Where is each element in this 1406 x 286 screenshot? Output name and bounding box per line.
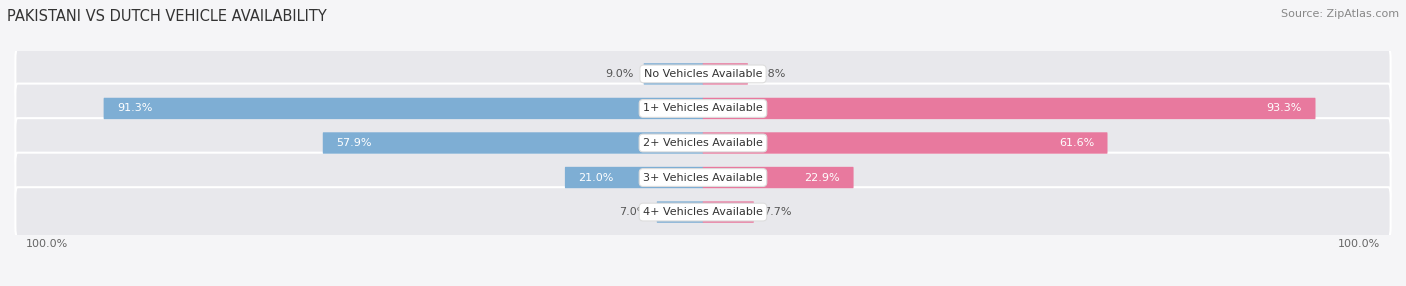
- FancyBboxPatch shape: [703, 98, 1316, 119]
- Text: 91.3%: 91.3%: [117, 104, 152, 114]
- FancyBboxPatch shape: [703, 201, 754, 223]
- Text: PAKISTANI VS DUTCH VEHICLE AVAILABILITY: PAKISTANI VS DUTCH VEHICLE AVAILABILITY: [7, 9, 326, 23]
- Text: 1+ Vehicles Available: 1+ Vehicles Available: [643, 104, 763, 114]
- FancyBboxPatch shape: [15, 118, 1391, 168]
- Text: No Vehicles Available: No Vehicles Available: [644, 69, 762, 79]
- Text: 2+ Vehicles Available: 2+ Vehicles Available: [643, 138, 763, 148]
- Text: 7.7%: 7.7%: [763, 207, 792, 217]
- Text: Source: ZipAtlas.com: Source: ZipAtlas.com: [1281, 9, 1399, 19]
- FancyBboxPatch shape: [644, 63, 703, 85]
- Text: 93.3%: 93.3%: [1267, 104, 1302, 114]
- Text: 22.9%: 22.9%: [804, 172, 841, 182]
- FancyBboxPatch shape: [15, 49, 1391, 99]
- Text: 7.0%: 7.0%: [619, 207, 647, 217]
- FancyBboxPatch shape: [15, 153, 1391, 202]
- Text: 9.0%: 9.0%: [606, 69, 634, 79]
- Text: 57.9%: 57.9%: [336, 138, 371, 148]
- FancyBboxPatch shape: [15, 84, 1391, 133]
- FancyBboxPatch shape: [703, 132, 1108, 154]
- Text: 6.8%: 6.8%: [758, 69, 786, 79]
- FancyBboxPatch shape: [104, 98, 703, 119]
- FancyBboxPatch shape: [15, 187, 1391, 237]
- Text: 4+ Vehicles Available: 4+ Vehicles Available: [643, 207, 763, 217]
- Text: 3+ Vehicles Available: 3+ Vehicles Available: [643, 172, 763, 182]
- FancyBboxPatch shape: [657, 201, 703, 223]
- Text: 21.0%: 21.0%: [578, 172, 613, 182]
- FancyBboxPatch shape: [703, 167, 853, 188]
- FancyBboxPatch shape: [565, 167, 703, 188]
- FancyBboxPatch shape: [323, 132, 703, 154]
- Text: 61.6%: 61.6%: [1059, 138, 1094, 148]
- FancyBboxPatch shape: [703, 63, 748, 85]
